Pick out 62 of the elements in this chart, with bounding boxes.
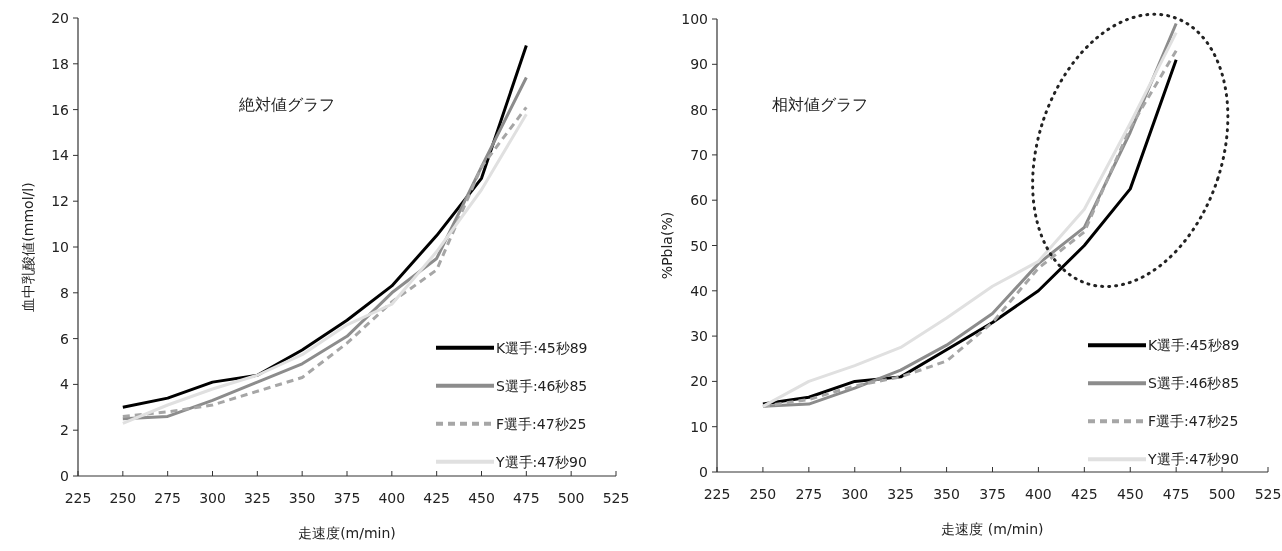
y-tick-label: 20: [51, 10, 69, 26]
y-tick-label: 10: [690, 418, 708, 435]
legend-label: K選手:45秒89: [496, 339, 588, 356]
x-tick-label: 275: [795, 486, 823, 502]
x-tick-label: 500: [1208, 486, 1236, 502]
y-axis-title: 血中乳酸値(mmol/l): [20, 182, 36, 312]
y-tick-label: 30: [690, 328, 708, 345]
x-tick-label: 300: [199, 490, 226, 506]
x-tick-label: 400: [378, 490, 406, 506]
y-tick-label: 70: [690, 146, 708, 163]
y-tick-label: 8: [60, 284, 69, 301]
legend-label: S選手:46秒85: [1148, 375, 1240, 392]
x-tick-label: 375: [333, 490, 361, 506]
annotation: 絶対値グラフ: [238, 94, 336, 114]
x-tick-label: 475: [512, 490, 540, 506]
x-tick-label: 325: [243, 490, 271, 506]
x-tick-label: 350: [933, 486, 960, 502]
annotation: 相対値グラフ: [772, 94, 869, 114]
x-tick-label: 425: [423, 490, 451, 506]
x-axis-title: 走速度 (m/min): [941, 521, 1044, 537]
y-tick-label: 20: [690, 373, 708, 390]
y-tick-label: 60: [690, 192, 708, 209]
x-tick-label: 500: [557, 490, 585, 506]
y-tick-label: 14: [51, 147, 70, 164]
x-tick-label: 300: [841, 486, 869, 502]
x-tick-label: 275: [154, 490, 182, 506]
x-tick-label: 525: [1254, 486, 1282, 502]
x-tick-label: 425: [1070, 486, 1098, 502]
legend-label: F選手:47秒25: [496, 415, 587, 432]
x-tick-label: 250: [109, 490, 137, 506]
y-tick-label: 90: [690, 56, 708, 73]
legend-label: K選手:45秒89: [1148, 337, 1240, 354]
y-tick-label: 4: [60, 376, 70, 393]
x-tick-label: 475: [1162, 486, 1190, 502]
y-axis-title: %Pbla(%): [659, 211, 675, 280]
x-tick-label: 525: [602, 490, 630, 506]
y-tick-label: 12: [51, 193, 69, 210]
legend-label: S選手:46秒85: [496, 377, 588, 394]
x-tick-label: 375: [979, 486, 1006, 502]
legend-label: F選手:47秒25: [1148, 413, 1239, 430]
y-tick-label: 6: [60, 330, 70, 347]
y-tick-label: 10: [51, 239, 69, 255]
legend-label: Y選手:47秒90: [1147, 451, 1239, 468]
y-tick-label: 40: [690, 282, 708, 299]
y-tick-label: 80: [690, 101, 708, 118]
y-tick-label: 0: [60, 468, 69, 484]
x-tick-label: 225: [703, 486, 731, 502]
y-tick-label: 2: [60, 422, 69, 439]
y-tick-label: 100: [681, 11, 708, 27]
x-tick-label: 450: [468, 490, 495, 506]
x-tick-label: 225: [64, 490, 92, 506]
x-tick-label: 450: [1116, 486, 1144, 502]
y-tick-label: 0: [699, 464, 708, 480]
y-tick-label: 50: [690, 237, 708, 254]
y-tick-label: 16: [51, 101, 70, 118]
x-tick-label: 400: [1025, 486, 1052, 502]
x-axis-title: 走速度(m/min): [298, 525, 396, 541]
x-tick-label: 350: [288, 490, 316, 506]
y-tick-label: 18: [51, 55, 69, 72]
x-tick-label: 250: [749, 486, 777, 502]
legend-label: Y選手:47秒90: [495, 453, 587, 470]
x-tick-label: 325: [887, 486, 915, 502]
